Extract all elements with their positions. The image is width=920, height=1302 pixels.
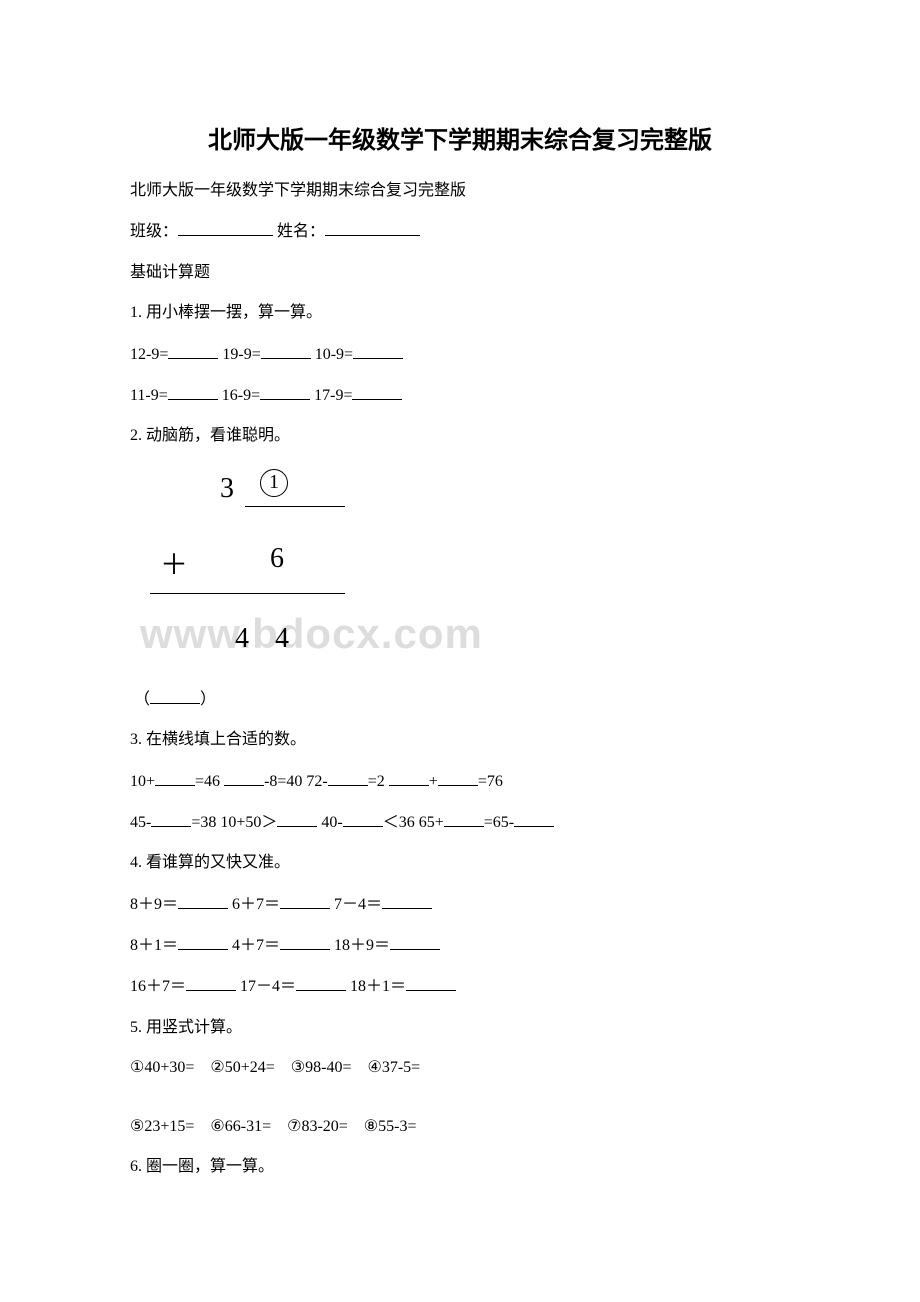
blank: [150, 688, 200, 704]
blank: [280, 893, 330, 909]
name-blank: [325, 220, 420, 236]
q3-r1-a2: =46: [195, 773, 224, 790]
q1-r2-c: 17-9=: [314, 387, 352, 404]
q4-r2-c: 18＋9＝: [334, 937, 390, 954]
class-blank: [178, 220, 273, 236]
paren-close: ）: [200, 691, 216, 708]
q2-figure: 3 1 ＋ 6 4 4: [150, 468, 370, 668]
q5-r2-c: ⑦83-20=: [287, 1118, 348, 1135]
blank: [406, 975, 456, 991]
q4-row1: 8＋9＝ 6＋7＝ 7－4＝: [130, 893, 790, 916]
q1-r2-b: 16-9=: [222, 387, 260, 404]
fig-sum-line: [150, 593, 345, 594]
name-label: 姓名：: [277, 223, 325, 240]
q3-prompt: 3. 在横线填上合适的数。: [130, 729, 790, 751]
q4-r1-c: 7－4＝: [334, 896, 382, 913]
class-label: 班级：: [130, 223, 178, 240]
blank: [277, 811, 317, 827]
fig-fraction-line: [245, 506, 345, 507]
blank: [260, 384, 310, 400]
q5-r1-a: ①40+30=: [130, 1059, 194, 1076]
q3-row1: 10+ =46 -8=40 72- =2 + =76: [130, 770, 790, 793]
blank: [390, 934, 440, 950]
q3-r1-d2: =76: [478, 773, 503, 790]
q3-r2-c2: =65-: [484, 814, 514, 831]
blank: [155, 770, 195, 786]
q4-r3-b: 17－4＝: [240, 978, 296, 995]
q3-r1-d: +: [429, 773, 438, 790]
q5-r2-a: ⑤23+15=: [130, 1118, 194, 1135]
fig-4b: 4: [275, 623, 289, 655]
q5-row2: ⑤23+15= ⑥66-31= ⑦83-20= ⑧55-3=: [130, 1116, 790, 1138]
fig-plus: ＋: [160, 543, 188, 583]
blank: [151, 811, 191, 827]
fig-circled-1: 1: [260, 469, 288, 497]
q3-r2-b2: 40-: [317, 814, 342, 831]
q5-r2-d: ⑧55-3=: [364, 1118, 417, 1135]
blank: [353, 343, 403, 359]
blank: [168, 384, 218, 400]
q3-r2-c: ＜36 65+: [383, 814, 444, 831]
page-title: 北师大版一年级数学下学期期末综合复习完整版: [130, 120, 790, 155]
q5-prompt: 5. 用竖式计算。: [130, 1017, 790, 1039]
q5-r1-d: ④37-5=: [367, 1059, 420, 1076]
class-name-row: 班级： 姓名：: [130, 220, 790, 243]
q4-r1-b: 6＋7＝: [232, 896, 280, 913]
q4-row3: 16＋7＝ 17－4＝ 18＋1＝: [130, 975, 790, 998]
q1-prompt: 1. 用小棒摆一摆，算一算。: [130, 302, 790, 324]
blank: [438, 770, 478, 786]
blank: [343, 811, 383, 827]
q5-r1-b: ②50+24=: [210, 1059, 274, 1076]
q3-r2-a2: =38 10+50＞: [191, 814, 277, 831]
q5-row1: ①40+30= ②50+24= ③98-40= ④37-5=: [130, 1057, 790, 1079]
blank: [186, 975, 236, 991]
blank: [444, 811, 484, 827]
q1-r1-a: 12-9=: [130, 346, 168, 363]
blank: [352, 384, 402, 400]
q3-r2-a: 45-: [130, 814, 151, 831]
q1-row2: 11-9= 16-9= 17-9=: [130, 384, 790, 407]
q1-r2-a: 11-9=: [130, 387, 168, 404]
q4-r3-a: 16＋7＝: [130, 978, 186, 995]
q5-r2-b: ⑥66-31=: [210, 1118, 271, 1135]
fig-3: 3: [220, 473, 234, 505]
q4-prompt: 4. 看谁算的又快又准。: [130, 852, 790, 874]
q3-r1-a: 10+: [130, 773, 155, 790]
q3-r1-c2: =2: [368, 773, 389, 790]
blank: [261, 343, 311, 359]
blank: [514, 811, 554, 827]
blank: [178, 893, 228, 909]
spacer: [130, 1098, 790, 1116]
blank: [328, 770, 368, 786]
q1-row1: 12-9= 19-9= 10-9=: [130, 343, 790, 366]
blank: [224, 770, 264, 786]
blank: [389, 770, 429, 786]
q6-prompt: 6. 圈一圈，算一算。: [130, 1156, 790, 1178]
subtitle: 北师大版一年级数学下学期期末综合复习完整版: [130, 180, 790, 202]
q1-r1-c: 10-9=: [315, 346, 353, 363]
blank: [296, 975, 346, 991]
section-heading: 基础计算题: [130, 262, 790, 284]
q4-r2-b: 4＋7＝: [232, 937, 280, 954]
q4-r2-a: 8＋1＝: [130, 937, 178, 954]
q5-r1-c: ③98-40=: [291, 1059, 352, 1076]
document-content: 北师大版一年级数学下学期期末综合复习完整版 北师大版一年级数学下学期期末综合复习…: [130, 120, 790, 1178]
fig-4a: 4: [235, 623, 249, 655]
blank: [382, 893, 432, 909]
blank: [280, 934, 330, 950]
q2-answer-paren: （）: [130, 688, 790, 711]
blank: [178, 934, 228, 950]
fig-6: 6: [270, 543, 284, 575]
q4-row2: 8＋1＝ 4＋7＝ 18＋9＝: [130, 934, 790, 957]
paren-open: （: [134, 691, 150, 708]
blank: [168, 343, 218, 359]
q2-prompt: 2. 动脑筋，看谁聪明。: [130, 425, 790, 447]
q4-r3-c: 18＋1＝: [350, 978, 406, 995]
q3-r1-b2: -8=40 72-: [264, 773, 328, 790]
q4-r1-a: 8＋9＝: [130, 896, 178, 913]
q3-row2: 45- =38 10+50＞ 40- ＜36 65+ =65-: [130, 811, 790, 834]
q1-r1-b: 19-9=: [222, 346, 260, 363]
